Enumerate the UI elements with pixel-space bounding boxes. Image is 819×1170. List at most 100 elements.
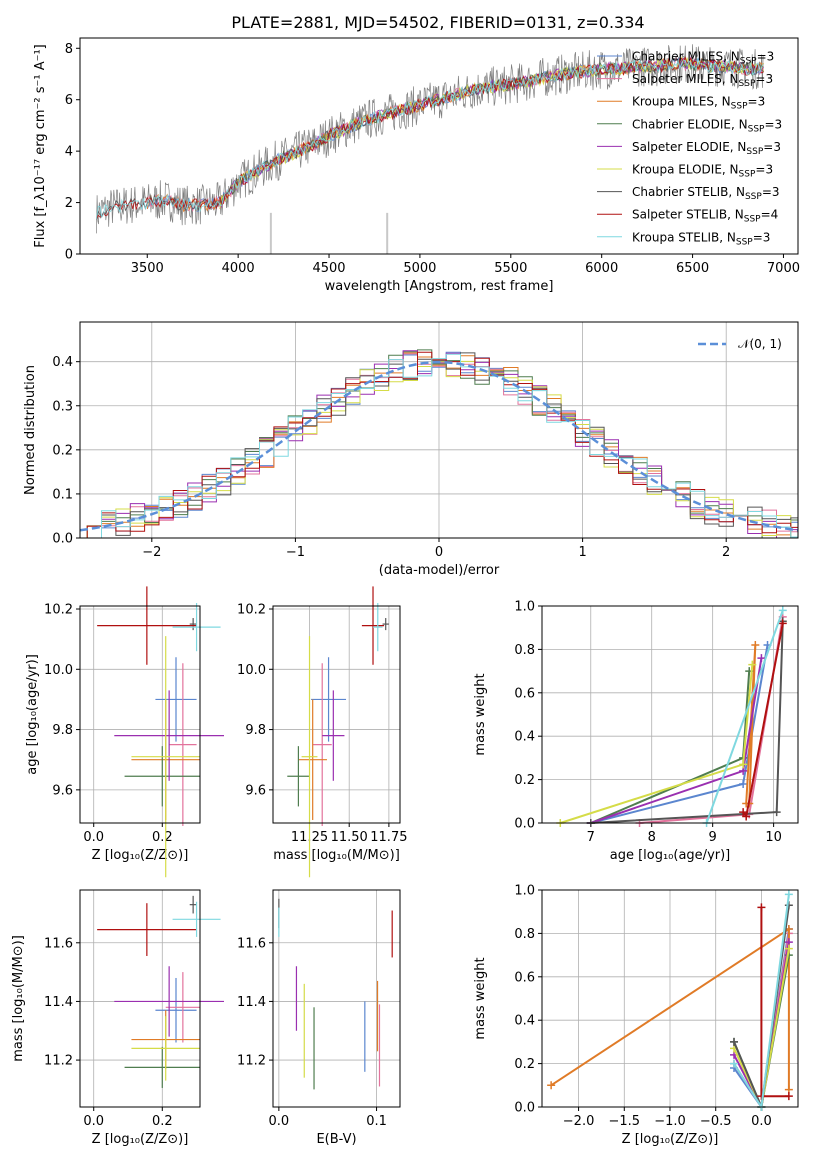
hist-series-salpeter_stelib — [80, 351, 798, 538]
mass_weight_vs_age-series-8 — [705, 609, 784, 824]
mass_weight_vs_age-xticklabel-0: 7 — [587, 830, 595, 845]
mass_vs_Z-yticklabel-0: 11.2 — [44, 1054, 73, 1069]
age_vs_mass-xticklabel-2: 11.75 — [370, 830, 407, 845]
spectrum-xticklabel-5: 6000 — [585, 261, 618, 276]
mass_weight_vs_Z-marker-2-0 — [547, 1081, 556, 1090]
age_vs_Z-point-4 — [114, 690, 224, 781]
residuals-xticklabel-3: 1 — [578, 545, 586, 560]
mass_weight_vs_age-xlabel: age [log₁₀(age/yr)] — [610, 848, 731, 863]
age_vs_mass-xticklabel-1: 11.50 — [331, 830, 368, 845]
mass_vs_ebv-xticklabel-0: 0.0 — [269, 1114, 290, 1129]
age_vs_mass-point-8 — [373, 602, 383, 652]
spectrum-xticklabel-1: 4000 — [222, 261, 255, 276]
spectrum-xticklabel-4: 5500 — [494, 261, 527, 276]
mass_weight_vs_Z-yticklabel-4: 0.8 — [514, 927, 535, 942]
mass_vs_Z-point-8 — [172, 901, 221, 937]
residuals-yticklabel-1: 0.1 — [52, 487, 73, 502]
mass_weight_vs_Z-marker-8-2 — [784, 890, 793, 899]
mass_vs_Z-ylabel: mass [log₁₀(M/M⊙)] — [11, 935, 26, 1062]
mass_vs_Z-point-6 — [189, 895, 197, 914]
mass_weight_vs_age-marker-8-1 — [778, 606, 787, 615]
mass_vs_Z-yticklabel-1: 11.4 — [44, 995, 73, 1010]
mass_weight_vs_Z-marker-7-2 — [784, 1092, 793, 1101]
mass_weight_vs_Z-xticklabel-3: −0.5 — [700, 1114, 732, 1129]
mass_weight_vs_age-yticklabel-4: 0.8 — [514, 643, 535, 658]
mass_weight_vs_age-border — [541, 605, 799, 824]
age_vs_Z-point-8 — [172, 602, 221, 652]
mass_vs_Z-point-5 — [131, 1016, 200, 1081]
mass_weight_vs_Z-xticklabel-0: −2.0 — [563, 1114, 595, 1129]
mass_weight_vs_age-marker-7-0 — [739, 808, 748, 817]
spectrum-xticklabel-2: 4500 — [312, 261, 345, 276]
age_vs_Z-yticklabel-1: 9.8 — [52, 723, 73, 738]
age_vs_mass-point-3 — [287, 746, 310, 807]
mass_weight_vs_age-marker-5-2 — [748, 660, 757, 669]
mass_weight_vs_Z-xticklabel-2: −1.0 — [654, 1114, 686, 1129]
mass_weight_vs_Z-yticklabel-3: 0.6 — [514, 970, 535, 985]
age_vs_Z-point-6 — [189, 618, 197, 631]
spectrum-yticklabel-3: 6 — [65, 93, 73, 108]
age_vs_Z-xticklabel-1: 0.2 — [152, 830, 173, 845]
residuals-xticklabel-0: −2 — [142, 545, 161, 560]
mass_vs_Z-point-0 — [155, 977, 197, 1043]
mass_vs_Z-yticklabel-2: 11.6 — [44, 936, 73, 951]
mass_weight_vs_Z-border — [541, 889, 799, 1108]
mass_weight_vs_age-series-5 — [559, 664, 754, 824]
age_vs_Z-point-5 — [131, 636, 200, 878]
legend-label-4: Salpeter ELODIE, NSSP=3 — [632, 140, 781, 157]
age_vs_mass-point-7 — [361, 586, 385, 665]
mass_weight_vs_age-series-3 — [590, 671, 751, 824]
mass_vs_ebv-panel: 0.0 0.1 11.2 11.4 11.6 E(B-V) — [237, 889, 401, 1147]
age_vs_Z-xticklabel-0: 0.0 — [83, 830, 104, 845]
mass_vs_Z-point-3 — [124, 1046, 200, 1088]
figure-title: PLATE=2881, MJD=54502, FIBERID=0131, z=0… — [231, 13, 644, 32]
residuals-plot — [80, 349, 798, 538]
residuals-yticklabel-2: 0.2 — [52, 443, 73, 458]
mass_vs_ebv-yticklabel-0: 11.2 — [237, 1054, 266, 1069]
age_vs_Z-ylabel: age [log₁₀(age/yr)] — [25, 654, 40, 775]
age_vs_Z-point-1 — [169, 663, 197, 827]
mass_weight_vs_age-series-0 — [590, 644, 769, 824]
mass_vs_Z-point-7 — [97, 903, 197, 956]
mass_weight_vs_Z-marker-7-1 — [757, 1092, 766, 1101]
mass_weight_vs_age-marker-2-1 — [751, 641, 760, 650]
mass_weight_vs_Z-xlabel: Z [log₁₀(Z/Z⊙)] — [622, 1132, 719, 1147]
age_vs_Z-yticklabel-3: 10.2 — [44, 603, 73, 618]
age_vs_mass-border — [272, 605, 401, 824]
mass_vs_ebv-border — [272, 889, 401, 1108]
mass_weight_vs_age-yticklabel-1: 0.2 — [514, 773, 535, 788]
age_vs_mass-point-5 — [301, 636, 318, 878]
legend-label-5: Kroupa ELODIE, NSSP=3 — [632, 163, 773, 180]
spectrum-yticklabel-1: 2 — [65, 196, 73, 211]
residuals-ylabel: Normed distribution — [23, 365, 38, 495]
age_vs_mass-xlabel: mass [log₁₀(M/M⊙)] — [273, 848, 400, 863]
mass_vs_Z-point-4 — [114, 966, 224, 1037]
mass_weight_vs_age-marker-6-1 — [772, 808, 781, 817]
spectrum-model-line-7 — [95, 56, 764, 220]
mass_vs_Z-panel: 0.0 0.2 11.2 11.4 11.6 Z [log₁₀(Z/Z⊙)] mass [l… — [11, 889, 224, 1147]
mass_weight_vs_Z-marker-5-2 — [784, 944, 793, 953]
mass_weight_vs_Z-xticklabel-4: 0.0 — [751, 1114, 772, 1129]
spectrum-xticklabel-6: 6500 — [676, 261, 709, 276]
legend-label-3: Chabrier ELODIE, NSSP=3 — [632, 117, 782, 134]
spectrum-xticklabel-7: 7000 — [767, 261, 800, 276]
age_vs_Z-point-0 — [155, 657, 197, 742]
mass_vs_Z-xticklabel-1: 0.2 — [152, 1114, 173, 1129]
mass_vs_ebv-xticklabel-1: 0.1 — [366, 1114, 387, 1129]
mass_weight_vs_age-yticklabel-0: 0.0 — [514, 817, 535, 832]
age_vs_Z-point-7 — [97, 586, 197, 665]
spectrum-xticklabel-0: 3500 — [131, 261, 164, 276]
spectrum-panel: 3500 4000 4500 5000 5500 6000 6500 7000 0 2 4 6 8 wav… — [33, 37, 800, 294]
age_vs_mass-point-2 — [298, 699, 327, 820]
mass_weight_vs_age-marker-4-2 — [757, 654, 766, 663]
mass_weight_vs_Z-marker-6-2 — [784, 901, 793, 910]
residuals-xticklabel-2: 0 — [435, 545, 443, 560]
normal-curve — [80, 360, 798, 532]
mass_weight_vs_Z-panel: −2.0 −1.5 −1.0 −0.5 0.0 0.0 0.2 0.4 0.6 0.8 1.0 Z [… — [473, 884, 799, 1147]
spectrum-xticklabel-3: 5000 — [403, 261, 436, 276]
spectrum-yticklabel-0: 0 — [65, 248, 73, 263]
mass_weight_vs_Z-xticklabel-1: −1.5 — [608, 1114, 640, 1129]
residuals-xticklabel-4: 2 — [722, 545, 730, 560]
age_vs_Z-yticklabel-2: 10.0 — [44, 663, 73, 678]
